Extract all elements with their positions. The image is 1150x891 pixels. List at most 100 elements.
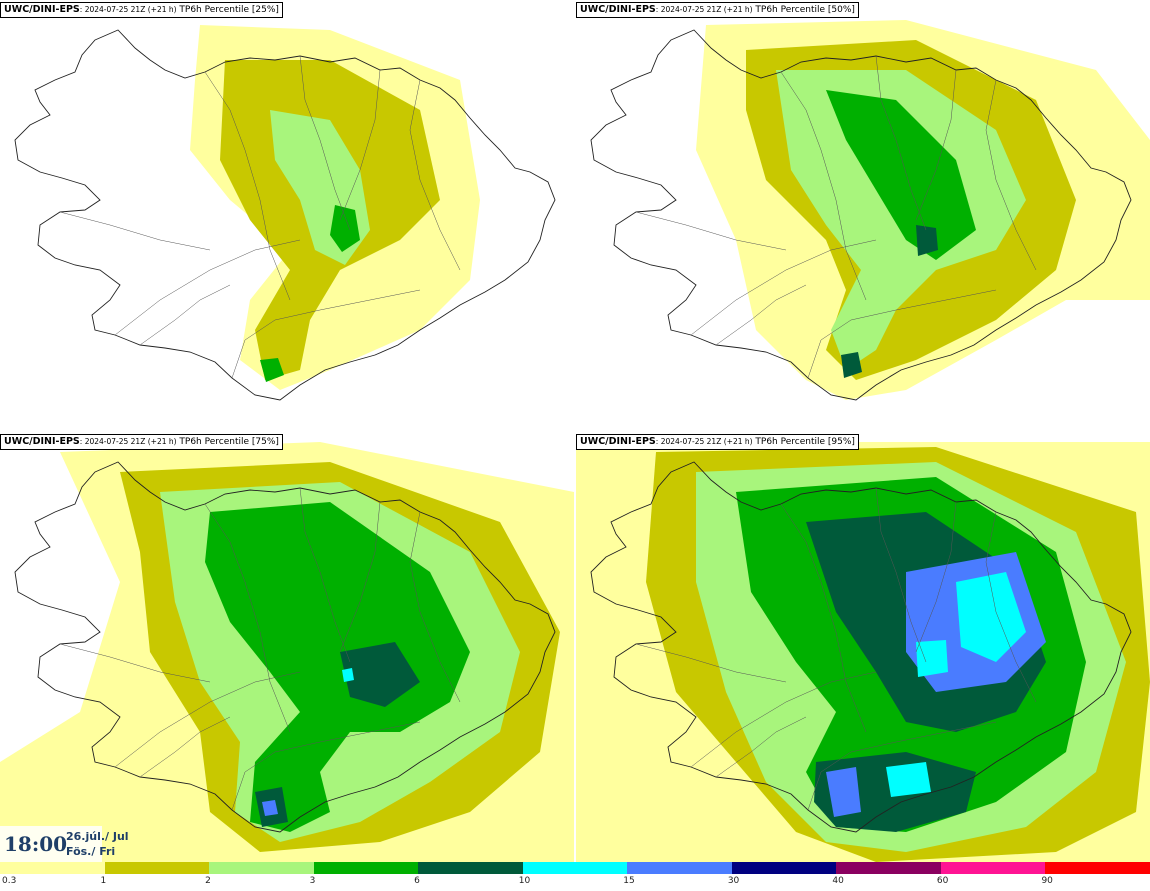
- road-line: [231, 721, 421, 811]
- precip-contour: [956, 572, 1026, 662]
- panel-top-right: UWC/DINI-EPS: 2024-07-25 21Z (+21 h) TP6…: [576, 0, 1150, 430]
- colorbar-segment: [104, 862, 210, 874]
- colorbar-segment: [940, 862, 1046, 874]
- precip-contour: [841, 352, 862, 378]
- road-line: [409, 511, 461, 703]
- road-line: [299, 55, 351, 231]
- colorbar-segment: [313, 862, 419, 874]
- map-25-percentile: [14, 25, 556, 401]
- precip-contour: [826, 767, 861, 817]
- colorbar-tick-label: 60: [936, 876, 949, 886]
- road-line: [690, 239, 877, 336]
- colorbar-segment: [522, 862, 628, 874]
- precipitation-field: [576, 442, 1150, 862]
- road-line: [915, 69, 957, 221]
- road-line: [690, 671, 877, 768]
- road-line: [139, 716, 231, 778]
- valid-date-line1: 26.júl./ Jul: [66, 830, 129, 843]
- road-line: [635, 211, 787, 251]
- map-50-percentile: [590, 20, 1150, 401]
- model-name: UWC/DINI-EPS: [580, 4, 656, 15]
- model-name: UWC/DINI-EPS: [4, 436, 80, 447]
- valid-time: 18:00: [4, 832, 68, 856]
- road-line: [875, 487, 927, 663]
- precip-contour: [260, 358, 284, 382]
- precip-contour: [340, 642, 420, 707]
- precipitation-field: [190, 25, 480, 390]
- panel-title: UWC/DINI-EPS: 2024-07-25 21Z (+21 h) TP6…: [576, 2, 859, 18]
- panel-top-left: UWC/DINI-EPS: 2024-07-25 21Z (+21 h) TP6…: [0, 0, 574, 430]
- colorbar-segment: [1045, 862, 1150, 874]
- field-name: TP6h Percentile [95%]: [752, 437, 855, 447]
- road-line: [985, 511, 1037, 703]
- road-line: [204, 503, 291, 733]
- precip-contour: [262, 800, 278, 816]
- precip-contour: [916, 640, 948, 677]
- run-info: : 2024-07-25 21Z (+21 h): [79, 437, 177, 446]
- road-line: [635, 643, 787, 683]
- run-info: : 2024-07-25 21Z (+21 h): [655, 437, 753, 446]
- road-line: [299, 487, 351, 663]
- run-info: : 2024-07-25 21Z (+21 h): [655, 5, 753, 14]
- map-95-percentile: [576, 442, 1150, 862]
- colorbar-segment: [0, 862, 105, 874]
- map-75-percentile: [0, 442, 574, 862]
- road-line: [139, 284, 231, 346]
- coastline: [590, 29, 1132, 401]
- precip-contour: [886, 762, 931, 797]
- colorbar: [0, 862, 1150, 874]
- colorbar-segment: [627, 862, 732, 874]
- road-line: [409, 79, 461, 271]
- precipitation-field: [0, 442, 574, 862]
- road-line: [339, 69, 381, 221]
- panel-title: UWC/DINI-EPS: 2024-07-25 21Z (+21 h) TP6…: [576, 434, 859, 450]
- field-name: TP6h Percentile [25%]: [176, 5, 279, 15]
- road-line: [339, 501, 381, 653]
- colorbar-segment: [209, 862, 314, 874]
- colorbar-tick-label: 30: [727, 876, 740, 886]
- model-name: UWC/DINI-EPS: [4, 4, 80, 15]
- colorbar-tick-label: 15: [623, 876, 635, 886]
- colorbar-tick-label: 0.3: [2, 876, 17, 886]
- precip-contour: [826, 90, 976, 260]
- road-line: [59, 643, 211, 683]
- road-line: [875, 55, 927, 231]
- road-line: [807, 721, 997, 811]
- road-line: [715, 284, 807, 346]
- colorbar-segment: [731, 862, 837, 874]
- panel-divider-horizontal: [0, 430, 1150, 432]
- field-name: TP6h Percentile [50%]: [752, 5, 855, 15]
- colorbar-tick-label: 6: [414, 876, 420, 886]
- road-line: [204, 71, 291, 301]
- precip-contour: [205, 502, 470, 832]
- road-line: [915, 501, 957, 653]
- coastline: [14, 29, 556, 401]
- road-line: [780, 71, 867, 301]
- colorbar-tick-label: 1: [100, 876, 107, 886]
- road-line: [715, 716, 807, 778]
- run-info: : 2024-07-25 21Z (+21 h): [79, 5, 177, 14]
- panel-title: UWC/DINI-EPS: 2024-07-25 21Z (+21 h) TP6…: [0, 434, 283, 450]
- road-line: [114, 671, 301, 768]
- coastline: [14, 461, 556, 833]
- colorbar-tick-label: 10: [518, 876, 531, 886]
- colorbar-segment: [836, 862, 941, 874]
- colorbar-tick-label: 40: [832, 876, 844, 886]
- valid-time-box: 18:00 26.júl./ Jul Fös./ Fri: [0, 826, 129, 862]
- road-line: [780, 503, 867, 733]
- colorbar-ticks: 0.3 1 2 3 6 10 15 30 40 60 90: [0, 876, 1150, 890]
- colorbar-segment: [418, 862, 523, 874]
- road-line: [114, 239, 301, 336]
- valid-date-line2: Fös./ Fri: [66, 845, 116, 858]
- colorbar-tick-label: 2: [205, 876, 211, 886]
- road-line: [985, 79, 1037, 271]
- field-name: TP6h Percentile [75%]: [176, 437, 279, 447]
- road-line: [231, 289, 421, 379]
- road-line: [59, 211, 211, 251]
- precip-contour: [916, 225, 938, 256]
- colorbar-tick-label: 90: [1041, 876, 1053, 886]
- colorbar-tick-label: 3: [309, 876, 316, 886]
- model-name: UWC/DINI-EPS: [580, 436, 656, 447]
- panel-bottom-left: UWC/DINI-EPS: 2024-07-25 21Z (+21 h) TP6…: [0, 432, 574, 862]
- road-line: [807, 289, 997, 379]
